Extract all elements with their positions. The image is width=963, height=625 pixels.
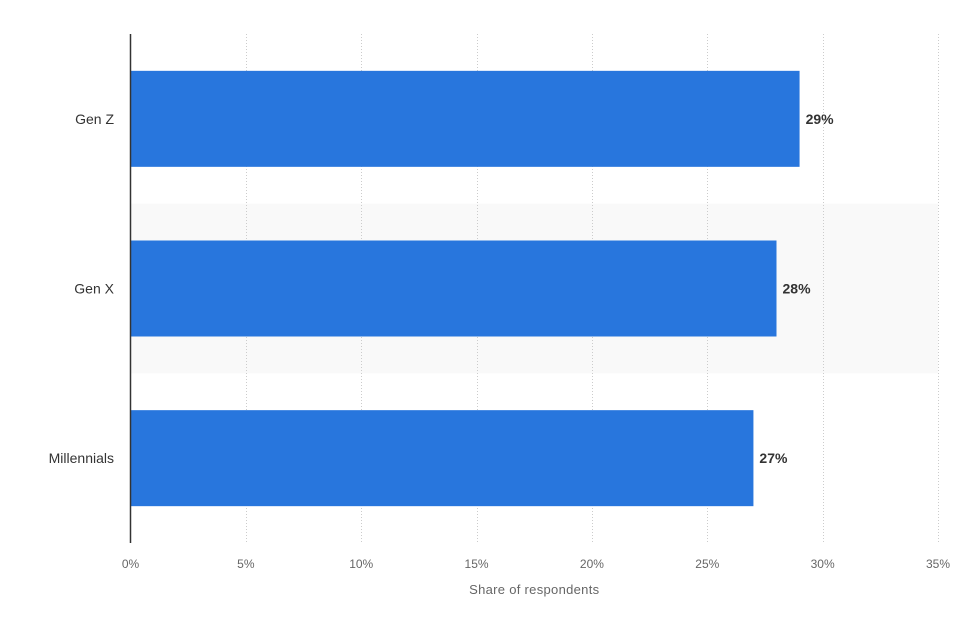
data-labels: 29% 28% 27%: [759, 111, 834, 466]
bar: [130, 240, 777, 337]
x-tick-label: 20%: [580, 557, 604, 571]
x-tick-label: 30%: [811, 557, 835, 571]
bars: [130, 70, 800, 507]
x-tick-label: 10%: [349, 557, 373, 571]
x-tick-label: 5%: [237, 557, 255, 571]
x-tick-labels: 0% 5% 10% 15% 20% 25% 30% 35%: [122, 557, 951, 571]
x-tick-label: 15%: [465, 557, 489, 571]
bar: [130, 410, 754, 507]
category-label: Gen X: [74, 281, 114, 297]
category-label: Millennials: [49, 450, 114, 466]
category-labels: Gen Z Gen X Millennials: [49, 111, 115, 466]
bar: [130, 70, 800, 167]
x-axis-title: Share of respondents: [469, 582, 600, 597]
x-tick-label: 0%: [122, 557, 140, 571]
data-label: 29%: [806, 111, 835, 127]
category-label: Gen Z: [75, 111, 114, 127]
data-label: 27%: [759, 450, 788, 466]
x-tick-label: 25%: [695, 557, 719, 571]
data-label: 28%: [783, 281, 812, 297]
x-tick-label: 35%: [926, 557, 950, 571]
